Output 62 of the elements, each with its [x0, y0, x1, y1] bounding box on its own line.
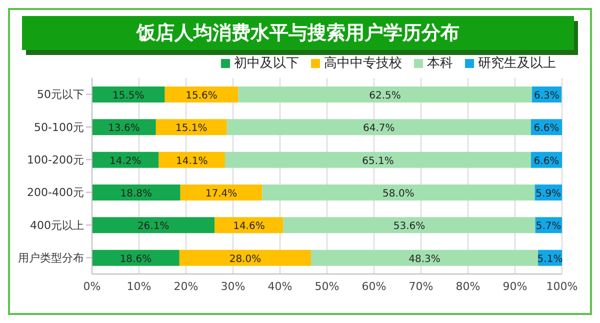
x-tick-label: 40%	[268, 280, 292, 293]
data-label: 5.9%	[536, 188, 562, 200]
y-tick-label: 50元以下	[37, 88, 84, 102]
data-label: 13.6%	[108, 123, 140, 134]
x-tick-label: 20%	[174, 280, 198, 293]
data-label: 5.7%	[536, 221, 562, 232]
chart-title: 饭店人均消费水平与搜索用户学历分布	[22, 16, 574, 50]
data-label: 17.4%	[205, 188, 238, 200]
data-label: 53.6%	[393, 221, 426, 232]
data-label: 6.6%	[534, 123, 560, 134]
bar	[238, 86, 532, 102]
x-tick-label: 10%	[126, 280, 152, 293]
x-tick-label: 100%	[546, 280, 578, 293]
bar	[92, 152, 159, 168]
bar	[92, 217, 215, 234]
data-label: 62.5%	[369, 90, 401, 102]
x-tick-label: 30%	[220, 280, 246, 293]
x-tick-label: 80%	[456, 280, 480, 293]
data-label: 6.6%	[534, 156, 560, 167]
legend-label: 本科	[426, 55, 453, 72]
data-label: 15.6%	[186, 90, 218, 102]
data-label: 28.0%	[229, 254, 262, 265]
bar	[179, 250, 312, 266]
data-label: 6.3%	[534, 90, 560, 102]
y-tick-label: 用户类型分布	[18, 252, 84, 265]
bar	[92, 250, 180, 266]
x-tick-label: 90%	[502, 280, 528, 293]
bar	[283, 217, 536, 234]
data-label: 64.7%	[363, 123, 395, 134]
bar	[225, 152, 531, 168]
y-tick-label: 100-200元	[27, 154, 84, 167]
data-label: 14.2%	[109, 156, 142, 167]
y-tick-label: 200-400元	[27, 186, 84, 200]
data-label: 18.8%	[120, 188, 152, 200]
data-label: 15.5%	[112, 90, 144, 102]
bar	[164, 86, 238, 102]
data-label: 15.1%	[176, 123, 208, 134]
data-label: 14.1%	[176, 156, 208, 167]
data-label: 65.1%	[362, 156, 394, 167]
bar	[158, 152, 226, 168]
data-label: 58.0%	[382, 188, 414, 200]
y-tick-label: 400元以上	[30, 218, 84, 232]
bar	[214, 217, 284, 234]
legend-label: 高中中专技校	[323, 55, 402, 72]
data-label: 18.6%	[120, 254, 152, 265]
bar	[262, 184, 535, 200]
bar	[92, 184, 180, 200]
bar	[156, 119, 227, 136]
x-tick-label: 50%	[314, 280, 340, 293]
x-tick-label: 0%	[83, 280, 101, 293]
data-label: 14.6%	[233, 221, 265, 232]
bar	[92, 86, 165, 102]
data-label: 26.1%	[137, 221, 170, 232]
data-label: 48.3%	[408, 254, 440, 265]
y-tick-label: 50-100元	[34, 120, 84, 134]
legend-label: 初中及以下	[233, 55, 299, 72]
bar	[311, 250, 538, 266]
x-tick-label: 60%	[362, 280, 386, 293]
x-tick-label: 70%	[408, 280, 434, 293]
legend-label: 研究生及以上	[477, 55, 556, 72]
bar	[180, 184, 262, 200]
bar	[226, 119, 531, 136]
